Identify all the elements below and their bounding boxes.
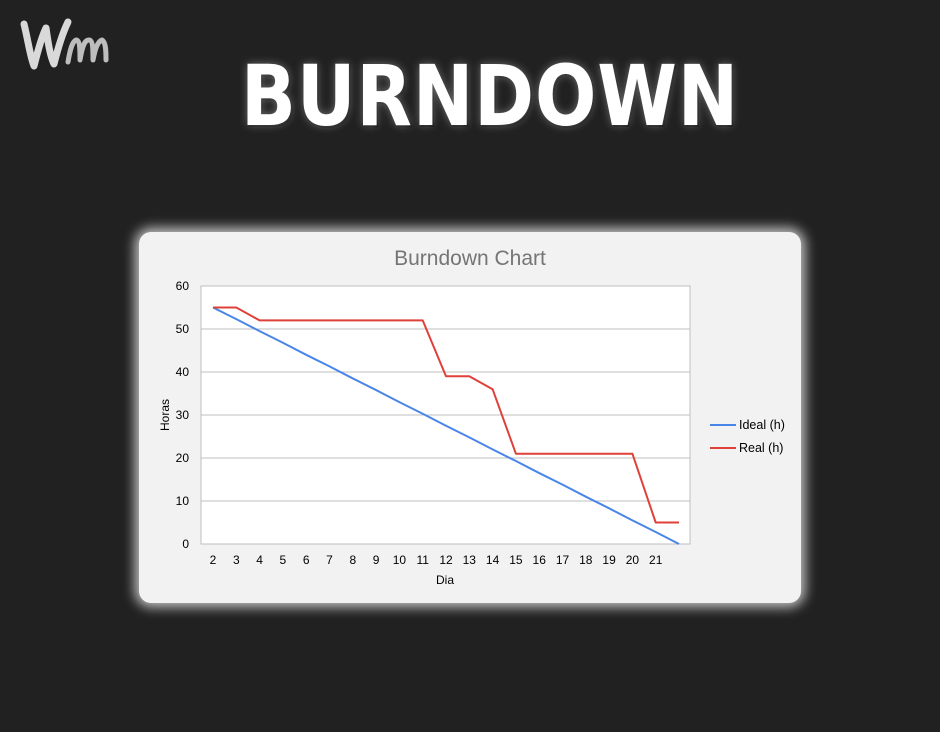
y-axis-ticks: 0 10 20 30 40 50 60	[176, 279, 190, 551]
x-tick-label: 9	[373, 553, 380, 567]
x-tick-label: 10	[393, 553, 407, 567]
x-tick-label: 12	[439, 553, 453, 567]
series-lines	[212, 306, 680, 545]
burndown-chart: Burndown Chart 0 10 20 30 40 50 60 2 3 4 5 6 7 8 9 10 1…	[158, 247, 785, 587]
x-tick-label: 17	[556, 553, 570, 567]
y-tick-label: 60	[176, 279, 190, 293]
x-tick-label: 8	[349, 553, 356, 567]
x-tick-label: 11	[416, 553, 429, 567]
y-axis-title: Horas	[158, 399, 172, 431]
x-tick-label: 4	[256, 553, 263, 567]
legend-label: Ideal (h)	[739, 418, 785, 432]
x-tick-label: 6	[303, 553, 310, 567]
x-tick-label: 16	[533, 553, 547, 567]
page-title: BURNDOWN	[240, 47, 740, 145]
x-tick-label: 15	[509, 553, 523, 567]
y-tick-label: 0	[182, 537, 189, 551]
x-tick-label: 19	[602, 553, 616, 567]
wm-logo	[20, 18, 109, 70]
x-tick-label: 2	[210, 553, 217, 567]
x-tick-label: 14	[486, 553, 500, 567]
chart-title: Burndown Chart	[394, 247, 546, 270]
x-axis-title: Dia	[436, 573, 454, 587]
series-line-real-h	[213, 306, 679, 524]
legend-label: Real (h)	[739, 441, 783, 455]
y-tick-label: 20	[176, 451, 190, 465]
series-line-ideal-h	[212, 306, 680, 545]
x-axis-ticks: 2 3 4 5 6 7 8 9 10 11 12 13 14 15 16 17 18 19 20 21	[210, 553, 663, 567]
y-tick-label: 50	[176, 322, 190, 336]
x-tick-label: 7	[326, 553, 333, 567]
legend: Ideal (h) Real (h)	[710, 418, 785, 455]
x-tick-label: 3	[233, 553, 240, 567]
x-tick-label: 13	[463, 553, 477, 567]
x-tick-label: 21	[649, 553, 663, 567]
x-tick-label: 18	[579, 553, 593, 567]
gridlines	[201, 328, 690, 502]
chart-card: Burndown Chart 0 10 20 30 40 50 60 2 3 4 5 6 7 8 9 10 1…	[139, 232, 801, 603]
x-tick-label: 20	[626, 553, 640, 567]
y-tick-label: 30	[176, 408, 190, 422]
y-tick-label: 10	[176, 494, 190, 508]
y-tick-label: 40	[176, 365, 190, 379]
x-tick-label: 5	[280, 553, 287, 567]
